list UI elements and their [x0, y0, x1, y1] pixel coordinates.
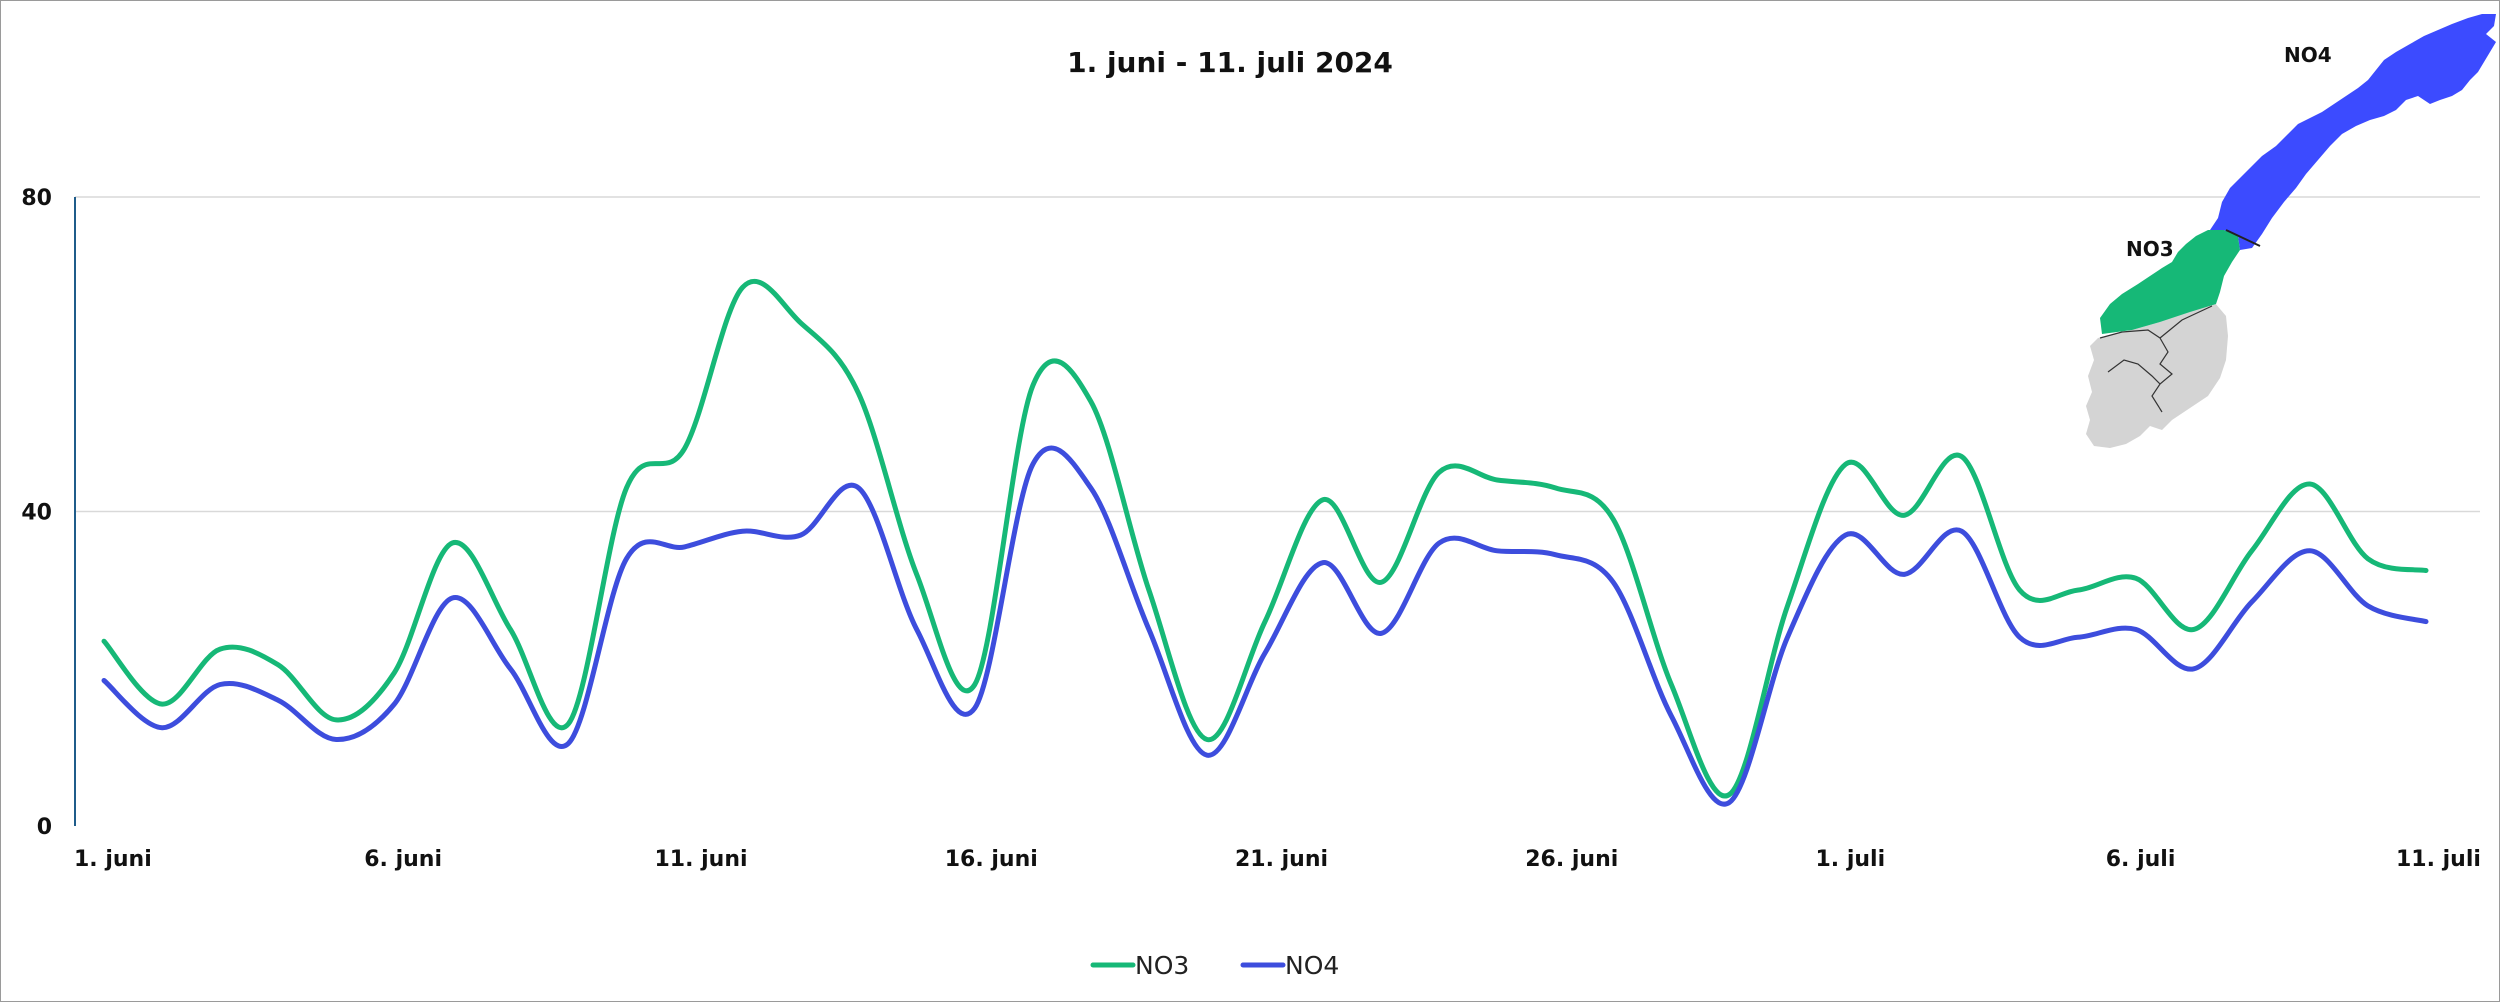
grid-lines: [75, 196, 2480, 513]
y-tick-label: 80: [21, 186, 52, 211]
norway-map: NO3 NO4: [2086, 14, 2496, 448]
x-tick-label: 6. juni: [364, 847, 442, 872]
legend-label: NO3: [1135, 951, 1189, 980]
series-line-no4: [101, 445, 2429, 807]
x-tick-label: 1. juli: [1816, 847, 1886, 872]
map-region-no4: [2210, 14, 2496, 250]
x-tick-labels: 1. juni 6. juni 11. juni 16. juni 21. juni 26…: [74, 847, 2481, 872]
series-lines: [101, 278, 2429, 807]
x-tick-label: 6. juli: [2106, 847, 2176, 872]
series-line-no3: [101, 278, 2429, 799]
x-tick-label: 11. juni: [655, 847, 748, 872]
map-label-no3: NO3: [2126, 237, 2174, 261]
legend-item-no3: NO3: [1090, 951, 1189, 980]
x-tick-label: 16. juni: [945, 847, 1038, 872]
x-tick-label: 1. juni: [74, 847, 152, 872]
legend: NO3 NO4: [1090, 951, 1339, 980]
x-tick-label: 11. juli: [2396, 847, 2481, 872]
legend-item-no4: NO4: [1240, 951, 1339, 980]
legend-label: NO4: [1285, 951, 1339, 980]
y-tick-labels: 0 40 80: [21, 186, 52, 840]
map-region-no3: [2100, 230, 2240, 334]
map-region-boundaries: [2099, 305, 2213, 413]
map-label-no4: NO4: [2284, 43, 2332, 67]
y-tick-label: 0: [37, 815, 52, 840]
x-tick-label: 26. juni: [1525, 847, 1618, 872]
map-no3-no4-border: [2225, 229, 2261, 247]
map-region-other: [2086, 303, 2228, 448]
chart-title: 1. juni - 11. juli 2024: [1067, 46, 1393, 79]
y-tick-label: 40: [21, 501, 52, 526]
x-tick-label: 21. juni: [1235, 847, 1328, 872]
